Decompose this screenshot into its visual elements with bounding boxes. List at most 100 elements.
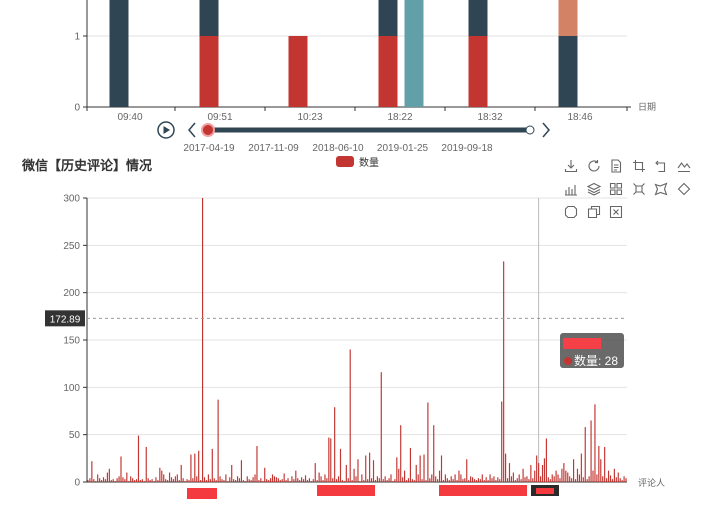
chart-2-bar[interactable] [440,455,443,482]
chart-2-bar[interactable] [252,477,254,482]
chart-2-bar[interactable] [376,476,378,482]
chart-2-bar[interactable] [378,478,380,482]
chart-1-bar[interactable] [378,36,398,107]
chart-2-bar[interactable] [242,480,244,482]
chart-2-bar[interactable] [157,480,159,482]
chart-2-bar[interactable] [182,478,184,482]
chart-2-bar[interactable] [503,261,505,482]
chart-2-bar[interactable] [174,476,176,482]
chart-2-bar[interactable] [557,474,559,482]
chart-2-bar[interactable] [161,470,163,482]
chart-2-bar[interactable] [382,479,384,482]
chart-2-bar[interactable] [320,476,322,482]
chart-2-bar[interactable] [384,476,386,482]
chart-2-bar[interactable] [437,479,439,482]
chart-2-bar[interactable] [102,477,105,482]
chart-2-bar[interactable] [221,479,223,482]
chart-2-bar[interactable] [571,478,573,482]
chart-2-bar[interactable] [97,474,99,482]
chart-2-bar[interactable] [402,477,404,482]
chart-2-bar[interactable] [398,468,400,482]
chart-2-bar[interactable] [576,468,579,482]
chart-2-bar[interactable] [299,480,301,482]
chart-2-bar[interactable] [584,427,586,482]
chart-2-bar[interactable] [435,476,437,482]
chart-2-bar[interactable] [275,477,277,482]
chart-2-legend[interactable]: 数量 [336,154,379,169]
chart-2-bar[interactable] [215,480,217,482]
chart-1-bar[interactable] [378,0,398,36]
chart-2-bar[interactable] [332,478,334,482]
chart-2-bar[interactable] [126,472,128,482]
chart-2-bar[interactable] [231,464,233,482]
chart-2-bar[interactable] [534,470,536,482]
chart-2-bar[interactable] [246,476,248,482]
chart-2-bar[interactable] [248,479,250,482]
chart-2-bar[interactable] [326,478,328,482]
chart-1-bar[interactable] [109,0,129,107]
chart-2-bar[interactable] [336,479,338,482]
chart-2-bar[interactable] [483,480,485,482]
chart-1-bar[interactable] [558,36,578,107]
chart-2-bar[interactable] [217,399,219,482]
chart-2-bar[interactable] [598,446,600,482]
chart-2-bar[interactable] [99,478,101,482]
chart-2-bar[interactable] [512,472,514,482]
chart-2-bar[interactable] [407,478,410,482]
chart-2-bar[interactable] [390,474,392,482]
refresh-icon[interactable] [583,154,606,177]
chart-2-bar[interactable] [464,478,466,482]
chart-2-bar[interactable] [145,446,147,482]
chart-2-bar[interactable] [363,480,365,482]
chart-2-bar[interactable] [617,472,619,482]
chart-2-bar[interactable] [615,477,617,482]
chart-2-bar[interactable] [186,479,188,482]
chart-2-bar[interactable] [324,474,326,482]
chart-2-bar[interactable] [514,480,516,482]
chart-2-bar[interactable] [421,479,423,482]
chart-2-bar[interactable] [314,463,316,482]
chart-2-bar[interactable] [623,476,625,482]
chart-2-bar[interactable] [386,480,388,482]
crop-icon[interactable] [628,154,651,177]
download-icon[interactable] [560,154,583,177]
chart-2-bar[interactable] [209,479,211,482]
chart-2-bar[interactable] [141,479,143,482]
chart-2-bar[interactable] [151,479,153,482]
chart-2-bar[interactable] [268,480,270,482]
chart-2-bar[interactable] [207,474,209,482]
chart-2-bar[interactable] [520,479,522,482]
chart-2-bar[interactable] [260,478,262,482]
chart-2-bar[interactable] [411,479,413,482]
chart-2-bar[interactable] [308,478,310,482]
chart-2-bar[interactable] [446,478,448,482]
chart-2-bar[interactable] [190,454,192,482]
chart-2-bar[interactable] [621,480,623,482]
chart-2-bar[interactable] [347,478,349,482]
chart-2-bar[interactable] [180,464,182,482]
chart-2-bar[interactable] [172,479,175,482]
chart-2-bar[interactable] [404,470,406,482]
chart-2-bar[interactable] [431,474,433,482]
chart-2-bar[interactable] [613,468,615,482]
chart-2-bar[interactable] [355,476,357,482]
chart-2-bar[interactable] [374,480,377,482]
chart-2-bar[interactable] [505,453,507,482]
chart-2-bar[interactable] [522,468,524,482]
chart-2-bar[interactable] [244,481,246,482]
chart-2-bar[interactable] [473,479,476,482]
chart-2-bar[interactable] [429,478,431,482]
chart-2-bar[interactable] [159,467,161,482]
stack-icon[interactable] [583,177,606,200]
chart-2-bar[interactable] [330,438,332,482]
chart-2-bar[interactable] [165,479,167,482]
chart-2-bar[interactable] [203,477,206,482]
chart-2-bar[interactable] [334,407,336,482]
chart-2-bar[interactable] [143,481,145,482]
chart-2-bar[interactable] [178,480,180,482]
chart-2-bar[interactable] [578,474,580,482]
timeline-handle[interactable] [201,123,215,137]
chart-2-bar[interactable] [194,453,196,482]
chart-2-bar[interactable] [235,480,237,482]
chart-2-bar[interactable] [163,474,165,482]
